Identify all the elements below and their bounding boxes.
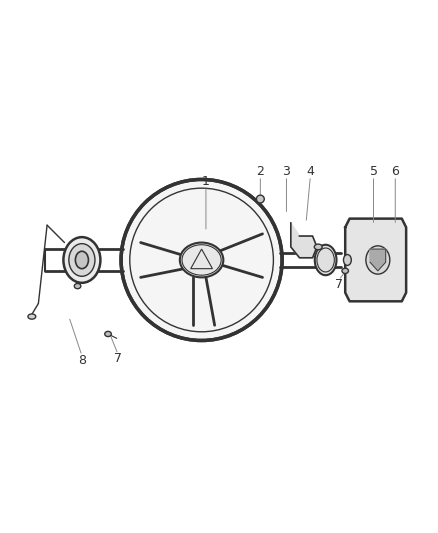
Text: 3: 3 bbox=[283, 165, 290, 178]
Text: 8: 8 bbox=[78, 353, 86, 367]
Ellipse shape bbox=[343, 255, 351, 265]
Text: 7: 7 bbox=[335, 278, 343, 291]
Ellipse shape bbox=[75, 251, 88, 269]
Text: 2: 2 bbox=[256, 165, 264, 178]
Ellipse shape bbox=[256, 195, 264, 203]
Ellipse shape bbox=[180, 243, 223, 277]
Ellipse shape bbox=[342, 268, 349, 273]
Ellipse shape bbox=[105, 332, 111, 336]
Text: 7: 7 bbox=[114, 352, 122, 365]
Text: 6: 6 bbox=[391, 165, 399, 178]
Text: 4: 4 bbox=[307, 165, 314, 178]
Ellipse shape bbox=[315, 245, 336, 275]
Text: 5: 5 bbox=[370, 165, 378, 178]
Ellipse shape bbox=[314, 244, 322, 250]
Circle shape bbox=[121, 180, 282, 341]
Polygon shape bbox=[370, 249, 386, 271]
Polygon shape bbox=[345, 219, 406, 301]
Ellipse shape bbox=[64, 237, 100, 283]
Ellipse shape bbox=[69, 244, 95, 276]
Ellipse shape bbox=[366, 246, 390, 274]
Polygon shape bbox=[291, 223, 317, 258]
Text: 1: 1 bbox=[202, 175, 210, 188]
Ellipse shape bbox=[28, 314, 36, 319]
Ellipse shape bbox=[74, 284, 81, 289]
